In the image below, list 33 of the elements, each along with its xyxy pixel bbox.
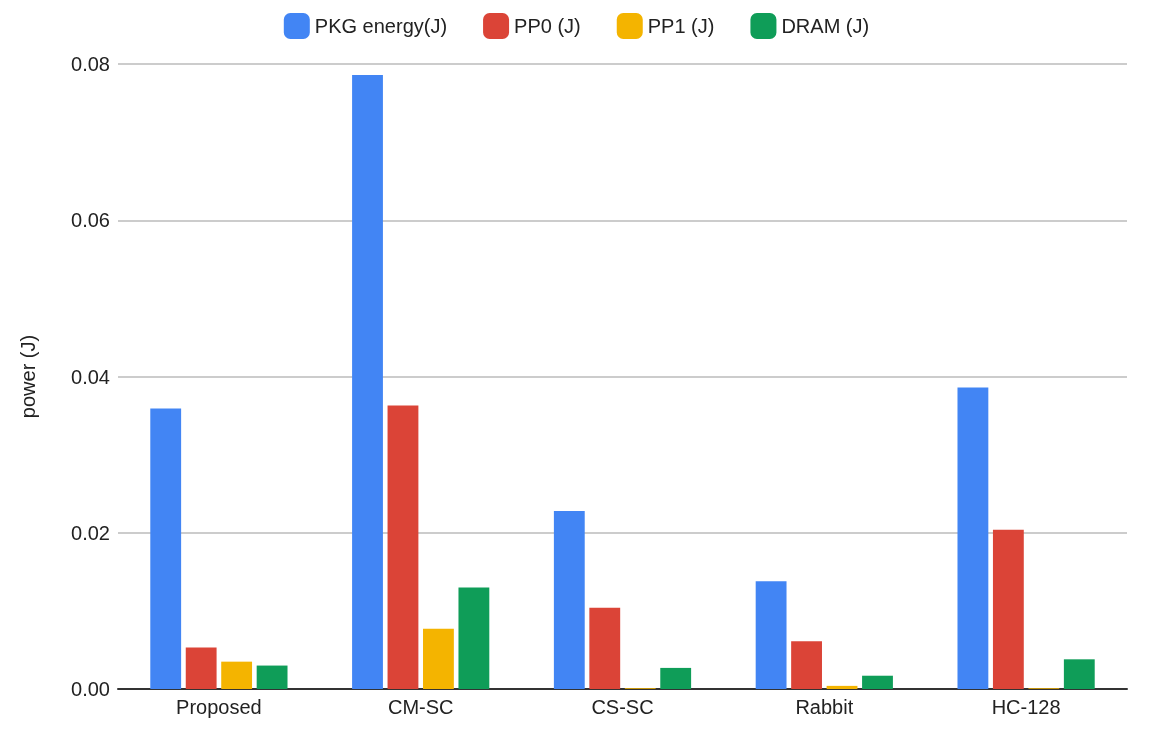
bar [791, 641, 822, 689]
bar [553, 510, 585, 689]
y-tick-label: 0.08 [71, 53, 110, 75]
x-tick-label: Proposed [176, 696, 262, 718]
bar [755, 581, 787, 689]
bar [221, 661, 253, 689]
bar [150, 408, 182, 689]
y-tick-label: 0.06 [71, 209, 110, 232]
bar [458, 587, 490, 689]
bar [256, 665, 288, 689]
x-tick-label: HC-128 [991, 696, 1061, 718]
x-tick-label: CM-SC [387, 696, 454, 718]
x-tick-label: CS-SC [591, 696, 654, 718]
x-tick-label: Rabbit [795, 696, 854, 718]
y-tick-label: 0.02 [71, 521, 110, 544]
bar [185, 647, 217, 689]
bar [826, 685, 858, 689]
y-tick-label: 0.00 [71, 678, 110, 700]
legend-label: PP1 (J) [647, 15, 715, 37]
bar [589, 607, 621, 689]
bar [1063, 659, 1095, 689]
bar [992, 529, 1024, 689]
bar [660, 667, 692, 689]
legend-label: DRAM (J) [781, 15, 870, 37]
y-axis-title: power (J) [17, 334, 39, 419]
bar [862, 675, 893, 689]
y-tick-label: 0.04 [71, 365, 110, 388]
bar [423, 628, 454, 689]
bar [957, 387, 989, 689]
legend-label: PKG energy(J) [314, 15, 448, 37]
legend-label: PP0 (J) [514, 15, 581, 37]
bar [387, 405, 419, 689]
bar [352, 74, 383, 689]
